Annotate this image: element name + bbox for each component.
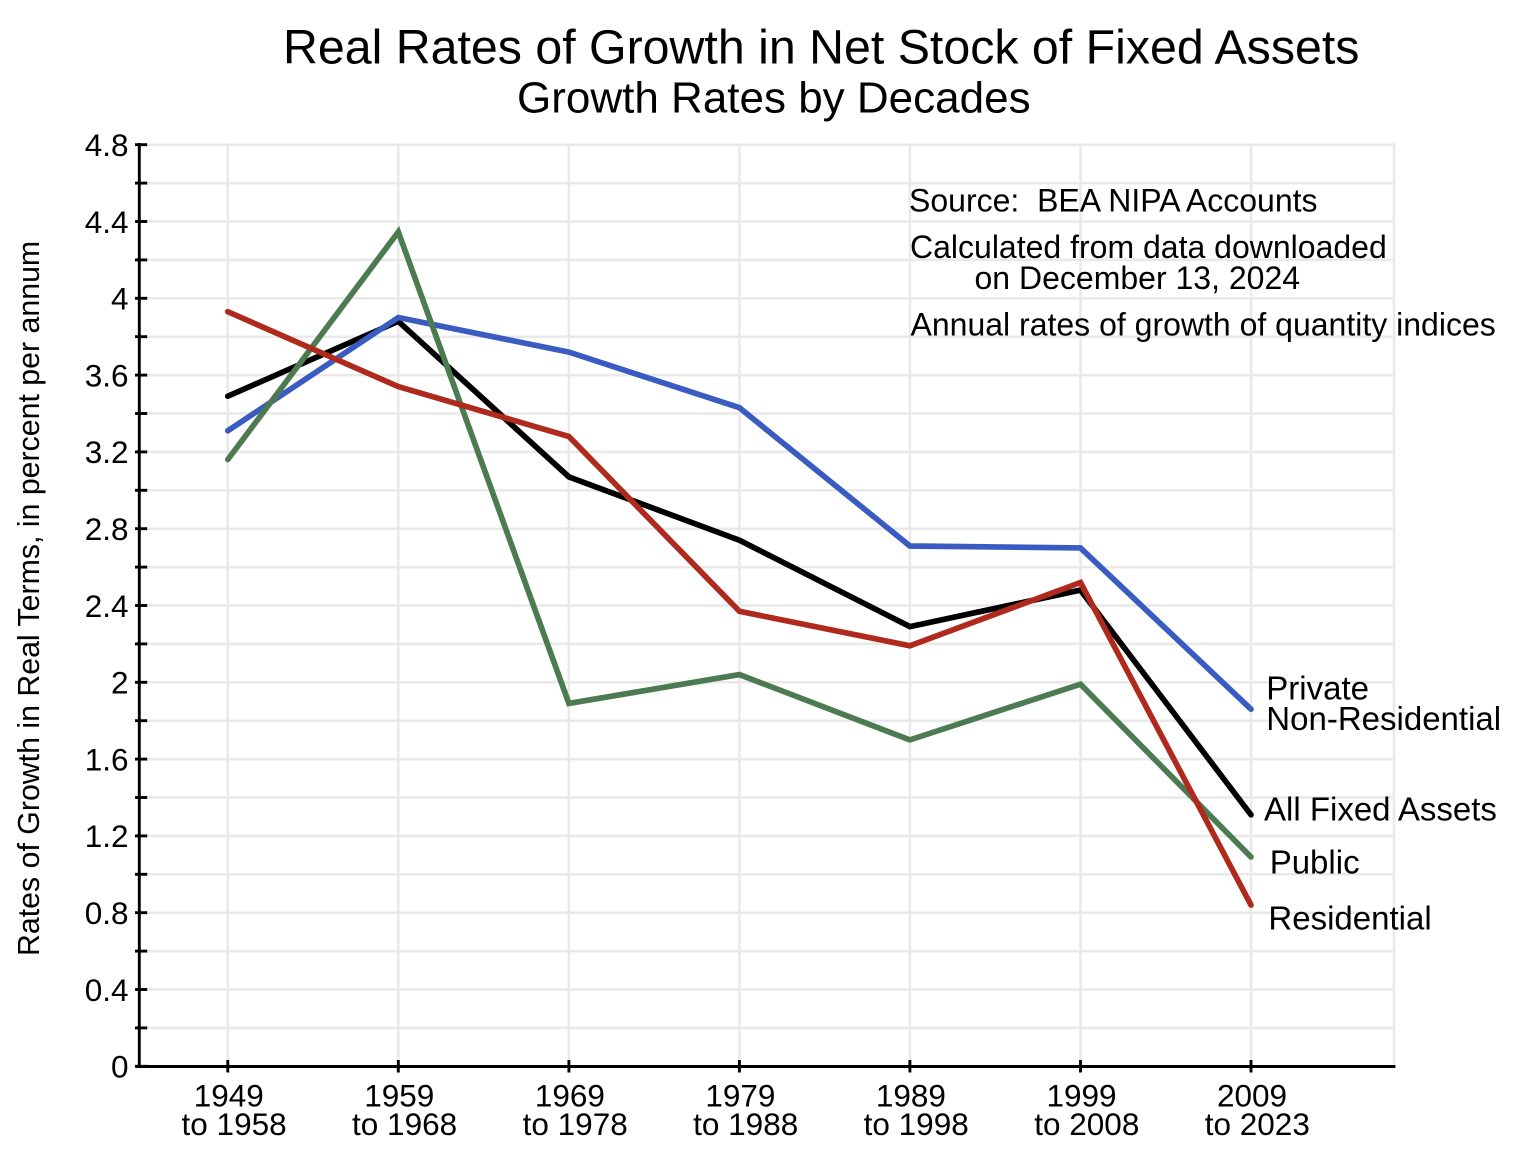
svg-text:1949: 1949 (194, 1078, 264, 1114)
svg-text:2009: 2009 (1217, 1078, 1287, 1114)
svg-text:Source: BEA NIPA Accounts: Source: BEA NIPA Accounts (909, 183, 1318, 219)
svg-text:1989: 1989 (876, 1078, 946, 1114)
svg-text:Residential: Residential (1268, 900, 1431, 937)
svg-text:Public: Public (1270, 844, 1360, 881)
svg-text:2.4: 2.4 (85, 588, 129, 624)
svg-text:0: 0 (111, 1049, 129, 1085)
svg-text:Non-Residential: Non-Residential (1266, 700, 1501, 737)
svg-text:1969: 1969 (535, 1078, 605, 1114)
svg-text:2.8: 2.8 (85, 511, 129, 547)
svg-text:to 2023: to 2023 (1205, 1106, 1310, 1142)
svg-text:to 1998: to 1998 (864, 1106, 969, 1142)
svg-text:1999: 1999 (1046, 1078, 1116, 1114)
svg-text:1959: 1959 (364, 1078, 434, 1114)
svg-text:4.8: 4.8 (85, 127, 129, 163)
svg-text:Rates of Growth in Real Terms,: Rates of Growth in Real Terms, in percen… (13, 241, 46, 956)
svg-text:2: 2 (111, 665, 129, 701)
svg-text:Growth Rates by Decades: Growth Rates by Decades (517, 74, 1031, 123)
svg-text:to 1958: to 1958 (182, 1106, 287, 1142)
svg-text:All Fixed Assets: All Fixed Assets (1264, 791, 1497, 828)
svg-text:to 1968: to 1968 (352, 1106, 457, 1142)
svg-text:to 2008: to 2008 (1034, 1106, 1139, 1142)
svg-text:on December 13, 2024: on December 13, 2024 (975, 260, 1301, 296)
svg-text:1979: 1979 (705, 1078, 775, 1114)
svg-text:Calculated from data downloade: Calculated from data downloaded (910, 229, 1387, 265)
svg-text:to 1988: to 1988 (693, 1106, 798, 1142)
svg-text:1.6: 1.6 (85, 741, 129, 777)
svg-text:0.8: 0.8 (85, 895, 129, 931)
svg-text:to 1978: to 1978 (523, 1106, 628, 1142)
svg-text:0.4: 0.4 (85, 972, 129, 1008)
svg-text:1.2: 1.2 (85, 818, 129, 854)
svg-text:Annual rates of growth of quan: Annual rates of growth of quantity indic… (911, 307, 1496, 343)
svg-text:4: 4 (111, 281, 129, 317)
svg-text:Real Rates of Growth in Net St: Real Rates of Growth in Net Stock of Fix… (283, 21, 1359, 75)
svg-text:Private: Private (1266, 670, 1369, 707)
svg-text:3.6: 3.6 (85, 357, 129, 393)
svg-text:3.2: 3.2 (85, 434, 129, 470)
svg-text:4.4: 4.4 (85, 204, 129, 240)
